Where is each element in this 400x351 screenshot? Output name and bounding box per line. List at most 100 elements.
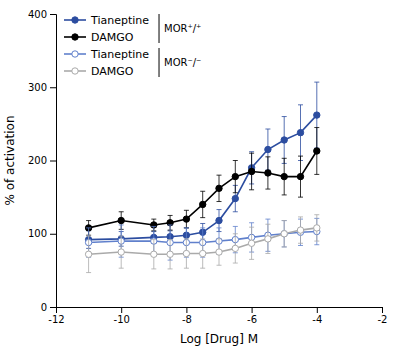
error-bar: [217, 210, 222, 232]
error-cap: [249, 259, 254, 260]
tick: 200: [28, 155, 56, 166]
error-cap: [233, 192, 238, 193]
error-cap: [233, 226, 238, 227]
error-bar: [184, 239, 189, 268]
tick-mark: [121, 307, 122, 313]
error-cap: [217, 238, 222, 239]
error-cap: [233, 263, 238, 264]
error-cap: [314, 174, 319, 175]
error-bar: [200, 239, 205, 268]
error-cap: [151, 268, 156, 269]
error-cap: [86, 235, 91, 236]
point: [265, 236, 271, 242]
x-axis: -12 -10 -8 -6 -4 -2: [48, 307, 387, 325]
error-bar: [298, 217, 303, 243]
tick-mark: [50, 307, 56, 308]
point: [281, 173, 287, 179]
point: [297, 173, 303, 179]
tick: 400: [28, 9, 56, 20]
error-cap: [217, 201, 222, 202]
point: [314, 148, 320, 154]
point: [216, 217, 222, 223]
legend-marker: [72, 17, 78, 23]
error-cap: [168, 215, 173, 216]
legend-label: Tianeptine: [90, 48, 149, 61]
legend-item: Tianeptine: [64, 14, 149, 27]
plot-area: -12 -10 -8 -6 -4 -2 0 100 200 300 400 Tianeptine DAM…: [28, 9, 388, 325]
point: [281, 137, 287, 143]
error-bar: [184, 210, 189, 228]
point: [248, 168, 254, 174]
point: [167, 220, 173, 226]
error-cap: [151, 226, 156, 227]
error-cap: [233, 160, 238, 161]
tick-label: -8: [182, 314, 192, 325]
axis-line: [57, 308, 383, 314]
point: [183, 250, 189, 256]
error-cap: [184, 227, 189, 228]
error-cap: [168, 268, 173, 269]
error-cap: [282, 116, 287, 117]
error-cap: [249, 222, 254, 223]
tick-label: -6: [247, 314, 257, 325]
chart: -12 -10 -8 -6 -4 -2 0 100 200 300 400 Tianeptine DAM…: [0, 0, 400, 351]
point: [314, 112, 320, 118]
series: [85, 82, 320, 248]
error-cap: [233, 233, 238, 234]
error-bar: [200, 191, 205, 217]
tick: 0: [41, 302, 56, 313]
legend-item: DAMGO: [64, 31, 134, 44]
legend-label: DAMGO: [91, 65, 134, 78]
error-cap: [282, 246, 287, 247]
error-bar: [119, 236, 124, 268]
tick-label: -12: [48, 314, 64, 325]
point: [248, 240, 254, 246]
point: [265, 170, 271, 176]
error-cap: [200, 268, 205, 269]
error-cap: [184, 238, 189, 239]
annotation-bracket: [159, 48, 160, 77]
error-cap: [86, 272, 91, 273]
tick-label: 300: [28, 82, 47, 93]
error-cap: [298, 245, 303, 246]
error-cap: [314, 241, 319, 242]
legend-item: DAMGO: [64, 65, 134, 78]
tick: -4: [312, 307, 322, 325]
tick: -10: [114, 307, 130, 325]
error-cap: [184, 227, 189, 228]
axis-line: [50, 15, 57, 308]
point: [281, 231, 287, 237]
error-bar: [86, 236, 91, 273]
tick: -8: [182, 307, 192, 325]
tick-mark: [252, 307, 253, 313]
error-cap: [249, 151, 254, 152]
tick: 300: [28, 82, 56, 93]
error-cap: [282, 246, 287, 247]
error-bar: [314, 128, 319, 175]
error-cap: [265, 156, 270, 157]
legend-marker: [72, 34, 78, 40]
error-bar: [282, 158, 287, 195]
error-cap: [119, 268, 124, 269]
tick-mark: [50, 14, 56, 15]
error-cap: [314, 244, 319, 245]
annotation-bracket: [159, 14, 160, 43]
point: [232, 245, 238, 251]
error-cap: [298, 243, 303, 244]
error-cap: [249, 227, 254, 228]
tick: -2: [378, 307, 388, 325]
annotation: MOR⁺/⁺: [164, 23, 201, 34]
tick-label: -2: [378, 314, 388, 325]
point: [232, 173, 238, 179]
point: [151, 251, 157, 257]
error-bar: [282, 221, 287, 247]
error-cap: [265, 219, 270, 220]
error-cap: [184, 227, 189, 228]
error-cap: [184, 210, 189, 211]
x-axis-title: Log [Drug] M: [180, 332, 258, 346]
error-cap: [282, 220, 287, 221]
error-cap: [168, 224, 173, 225]
legend-marker: [72, 51, 78, 57]
tick-label: 100: [28, 228, 47, 239]
legend: TianeptineDAMGOTianeptineDAMGOMOR⁺/⁺MOR⁻…: [64, 14, 201, 78]
